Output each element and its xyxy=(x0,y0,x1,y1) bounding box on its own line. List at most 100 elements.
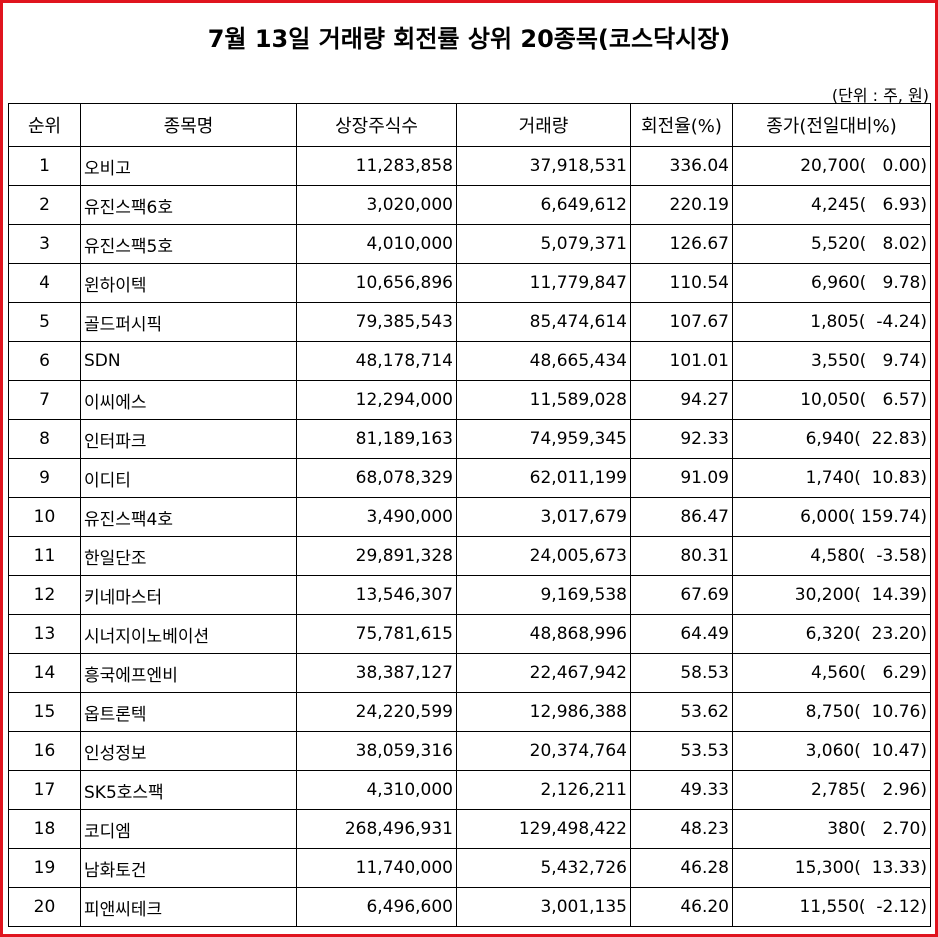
table-cell: 11,589,028 xyxy=(456,380,631,420)
table-cell: 13,546,307 xyxy=(296,575,457,615)
table-cell: 시너지이노베이션 xyxy=(80,614,297,654)
table-cell: 한일단조 xyxy=(80,536,297,576)
table-row: 11 한일단조 29,891,328 24,005,673 80.31 4,580( -3… xyxy=(8,536,931,576)
table-cell: 46.28 xyxy=(630,848,733,888)
table-cell: 38,387,127 xyxy=(296,653,457,693)
table-cell: 코디엠 xyxy=(80,809,297,849)
table-cell: 10,050( 6.57) xyxy=(732,380,931,420)
table-cell: 20 xyxy=(8,887,81,927)
table-cell: 이디티 xyxy=(80,458,297,498)
table-cell: 126.67 xyxy=(630,224,733,264)
table-cell: 4,560( 6.29) xyxy=(732,653,931,693)
table-cell: 11 xyxy=(8,536,81,576)
title: 7월 13일 거래량 회전률 상위 20종목(코스닥시장) xyxy=(207,25,731,53)
table-cell: 10 xyxy=(8,497,81,537)
table-cell: 19 xyxy=(8,848,81,888)
table-cell: 인성정보 xyxy=(80,731,297,771)
table-cell: 인터파크 xyxy=(80,419,297,459)
table-cell: 20,374,764 xyxy=(456,731,631,771)
table-cell: 12 xyxy=(8,575,81,615)
header-cell: 종목명 xyxy=(80,103,297,147)
header-cell: 거래량 xyxy=(456,103,631,147)
table-cell: 5,079,371 xyxy=(456,224,631,264)
table-cell: 53.62 xyxy=(630,692,733,732)
table-cell: 1,805( -4.24) xyxy=(732,302,931,342)
table-cell: 3 xyxy=(8,224,81,264)
table-cell: 9 xyxy=(8,458,81,498)
table-cell: 3,017,679 xyxy=(456,497,631,537)
table-row: 14 흥국에프엔비 38,387,127 22,467,942 58.53 4,560( … xyxy=(8,653,931,693)
table-cell: 11,550( -2.12) xyxy=(732,887,931,927)
table-cell: 68,078,329 xyxy=(296,458,457,498)
table-cell: 6,320( 23.20) xyxy=(732,614,931,654)
table-cell: 94.27 xyxy=(630,380,733,420)
table-cell: 6,496,600 xyxy=(296,887,457,927)
table-row: 13 시너지이노베이션 75,781,615 48,868,996 64.49 6,320… xyxy=(8,614,931,654)
table-cell: 48,665,434 xyxy=(456,341,631,381)
table-row: 1 오비고 11,283,858 37,918,531 336.04 20,700( 0.… xyxy=(8,146,931,186)
table-cell: 46.20 xyxy=(630,887,733,927)
table-row: 18 코디엠 268,496,931 129,498,422 48.23 380( 2.7… xyxy=(8,809,931,849)
table-row: 5 골드퍼시픽 79,385,543 85,474,614 107.67 1,805( -… xyxy=(8,302,931,342)
table-cell: 6 xyxy=(8,341,81,381)
table-cell: 79,385,543 xyxy=(296,302,457,342)
unit-note: (단위 : 주, 원) xyxy=(831,86,929,105)
table-cell: 2,126,211 xyxy=(456,770,631,810)
table-cell: 53.53 xyxy=(630,731,733,771)
table-cell: 18 xyxy=(8,809,81,849)
table-cell: 흥국에프엔비 xyxy=(80,653,297,693)
table-cell: 1,740( 10.83) xyxy=(732,458,931,498)
table-cell: 58.53 xyxy=(630,653,733,693)
table-cell: 남화토건 xyxy=(80,848,297,888)
table-row: 15 옵트론텍 24,220,599 12,986,388 53.62 8,750( 10… xyxy=(8,692,931,732)
table-cell: 4,580( -3.58) xyxy=(732,536,931,576)
table-cell: 12,986,388 xyxy=(456,692,631,732)
table-cell: 3,490,000 xyxy=(296,497,457,537)
table-cell: 2 xyxy=(8,185,81,225)
table-cell: 키네마스터 xyxy=(80,575,297,615)
table-cell: 9,169,538 xyxy=(456,575,631,615)
table-cell: 6,960( 9.78) xyxy=(732,263,931,303)
table-cell: 24,220,599 xyxy=(296,692,457,732)
table-row: 19 남화토건 11,740,000 5,432,726 46.28 15,300( 13… xyxy=(8,848,931,888)
table-cell: 5,432,726 xyxy=(456,848,631,888)
table-cell: 48.23 xyxy=(630,809,733,849)
table-cell: 20,700( 0.00) xyxy=(732,146,931,186)
table-row: 9 이디티 68,078,329 62,011,199 91.09 1,740( 10.8… xyxy=(8,458,931,498)
table-cell: 48,178,714 xyxy=(296,341,457,381)
table-cell: 81,189,163 xyxy=(296,419,457,459)
table-cell: 골드퍼시픽 xyxy=(80,302,297,342)
table-cell: 380( 2.70) xyxy=(732,809,931,849)
table-cell: 49.33 xyxy=(630,770,733,810)
table-cell: 14 xyxy=(8,653,81,693)
table-cell: 옵트론텍 xyxy=(80,692,297,732)
table-cell: 74,959,345 xyxy=(456,419,631,459)
table-cell: 48,868,996 xyxy=(456,614,631,654)
table-cell: 4 xyxy=(8,263,81,303)
header-cell: 순위 xyxy=(8,103,81,147)
table-cell: 67.69 xyxy=(630,575,733,615)
table-cell: 13 xyxy=(8,614,81,654)
header-cell: 종가(전일대비%) xyxy=(732,103,931,147)
table-cell: 107.67 xyxy=(630,302,733,342)
table-cell: 17 xyxy=(8,770,81,810)
table-cell: 92.33 xyxy=(630,419,733,459)
table-cell: 129,498,422 xyxy=(456,809,631,849)
table-cell: 91.09 xyxy=(630,458,733,498)
table-row: 4 윈하이텍 10,656,896 11,779,847 110.54 6,960( 9.… xyxy=(8,263,931,303)
table-cell: SDN xyxy=(80,341,297,381)
table-cell: 268,496,931 xyxy=(296,809,457,849)
table-cell: 윈하이텍 xyxy=(80,263,297,303)
table-cell: 101.01 xyxy=(630,341,733,381)
table-cell: 110.54 xyxy=(630,263,733,303)
table-cell: 4,010,000 xyxy=(296,224,457,264)
table-cell: 64.49 xyxy=(630,614,733,654)
table-cell: 15,300( 13.33) xyxy=(732,848,931,888)
table-cell: 3,020,000 xyxy=(296,185,457,225)
table-cell: 2,785( 2.96) xyxy=(732,770,931,810)
header-cell: 상장주식수 xyxy=(296,103,457,147)
table-row: 10 유진스팩4호 3,490,000 3,017,679 86.47 6,000( 15… xyxy=(8,497,931,537)
table-cell: 3,550( 9.74) xyxy=(732,341,931,381)
table-cell: 12,294,000 xyxy=(296,380,457,420)
table-cell: 30,200( 14.39) xyxy=(732,575,931,615)
